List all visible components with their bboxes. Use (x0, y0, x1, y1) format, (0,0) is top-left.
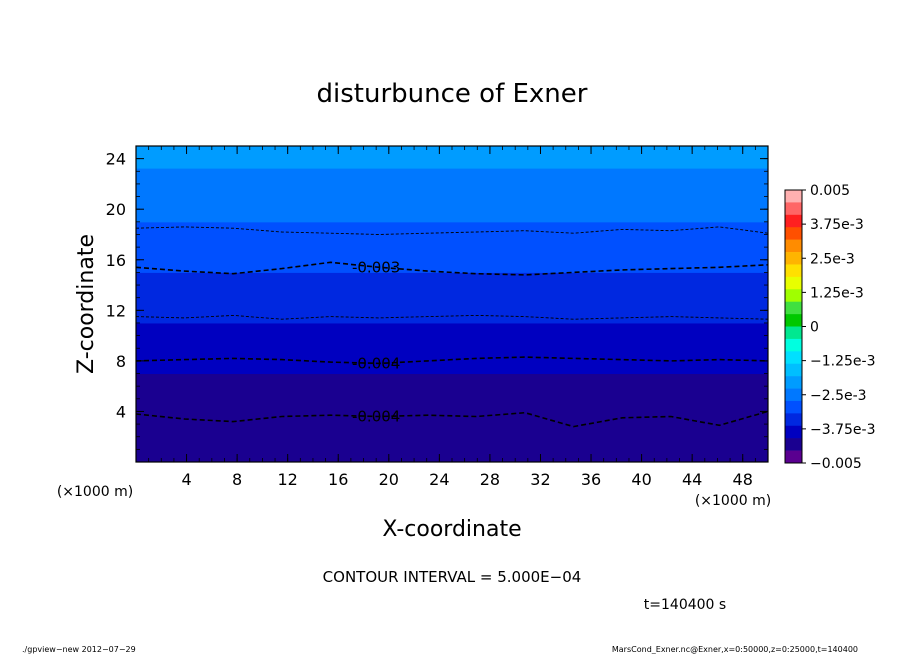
colorbar-swatch (785, 227, 802, 240)
footer-right: MarsCond_Exner.nc@Exner,x=0:50000,z=0:25… (612, 645, 858, 654)
colorbar-label: 2.5e-3 (810, 251, 855, 267)
contour-band (136, 446, 768, 462)
contour-band (136, 168, 768, 198)
colorbar-label: −3.75e-3 (810, 422, 875, 438)
x-unit-right: (×1000 m) (695, 493, 771, 509)
colorbar-swatch (785, 252, 802, 265)
y-tick-label: 20 (106, 200, 126, 219)
contour-label: -0.004 (352, 354, 400, 372)
chart-title: disturbunce of Exner (317, 79, 588, 109)
x-tick-label: 36 (581, 470, 601, 489)
colorbar: 0.005 3.75e-3 2.5e-3 1.25e-3 0 −1.25e-3 −2.5e-… (784, 183, 875, 472)
colorbar-swatch (785, 376, 802, 389)
colorbar-swatch (785, 413, 802, 427)
colorbar-swatch (785, 301, 802, 315)
colorbar-swatch (785, 239, 802, 253)
colorbar-swatch (785, 363, 802, 377)
colorbar-swatch (785, 276, 802, 290)
contour-band (136, 424, 768, 447)
colorbar-swatch (785, 289, 802, 302)
x-tick-label: 16 (328, 470, 348, 489)
colorbar-swatch (785, 338, 802, 352)
contour-line (136, 314, 768, 320)
contour-fill-bands (136, 146, 768, 462)
time-label: t=140400 s (644, 597, 726, 613)
contour-band (136, 146, 768, 169)
contour-band (136, 272, 768, 299)
x-tick-label: 28 (480, 470, 500, 489)
x-tick-label: 24 (429, 470, 449, 489)
plot-area: -0.003 -0.004 -0.004 (136, 146, 768, 462)
colorbar-swatch (785, 314, 802, 327)
colorbar-swatch (785, 400, 802, 414)
colorbar-swatch (785, 264, 802, 278)
y-tick-label: 4 (116, 402, 126, 421)
y-tick-label: 8 (116, 352, 126, 371)
contour-band (136, 196, 768, 223)
colorbar-label: 0 (810, 320, 819, 336)
contour-band (136, 348, 768, 375)
x-tick-label: 12 (278, 470, 298, 489)
contour-label: -0.003 (352, 258, 400, 276)
contour-band (136, 221, 768, 248)
x-tick-label: 48 (733, 470, 753, 489)
colorbar-label: −1.25e-3 (810, 354, 875, 370)
y-axis: 4 8 12 16 20 24 (106, 145, 768, 463)
footer-left: ./gpview−new 2012−07−29 (22, 645, 136, 654)
colorbar-label: −0.005 (810, 456, 862, 472)
colorbar-label: 0.005 (810, 183, 850, 199)
colorbar-label: 3.75e-3 (810, 217, 864, 233)
contour-line (136, 356, 768, 365)
colorbar-swatch (785, 351, 802, 365)
x-tick-label: 8 (232, 470, 242, 489)
colorbar-swatch (785, 388, 802, 402)
y-tick-label: 16 (106, 251, 126, 270)
colorbar-swatch (785, 438, 802, 451)
colorbar-swatch (785, 202, 802, 216)
x-unit-left: (×1000 m) (57, 484, 133, 500)
contour-band (136, 373, 768, 400)
colorbar-label: −2.5e-3 (810, 388, 867, 404)
contour-band (136, 322, 768, 349)
x-axis-label: X-coordinate (382, 517, 521, 542)
x-tick-label: 4 (181, 470, 191, 489)
contour-band (136, 398, 768, 425)
y-tick-label: 12 (106, 301, 126, 320)
x-tick-label: 32 (530, 470, 550, 489)
colorbar-swatch (785, 214, 802, 228)
contour-line (136, 261, 768, 276)
colorbar-swatch (785, 190, 802, 203)
x-tick-label: 44 (682, 470, 702, 489)
colorbar-swatch (785, 450, 802, 464)
x-tick-label: 40 (631, 470, 651, 489)
colorbar-label: 1.25e-3 (810, 285, 864, 301)
contour-line (136, 410, 768, 428)
contour-line (136, 226, 768, 235)
contour-interval: CONTOUR INTERVAL = 5.000E−04 (323, 568, 582, 586)
x-axis: 4 8 12 16 20 24 28 32 36 40 44 48 (135, 146, 769, 489)
colorbar-swatch (785, 326, 802, 340)
x-tick-label: 20 (379, 470, 399, 489)
contour-band (136, 297, 768, 324)
contour-label: -0.004 (352, 407, 400, 425)
y-tick-label: 24 (106, 150, 126, 169)
contour-lines: -0.003 -0.004 -0.004 (136, 226, 768, 428)
colorbar-swatch (785, 425, 802, 439)
y-axis-label: Z-coordinate (74, 234, 99, 374)
